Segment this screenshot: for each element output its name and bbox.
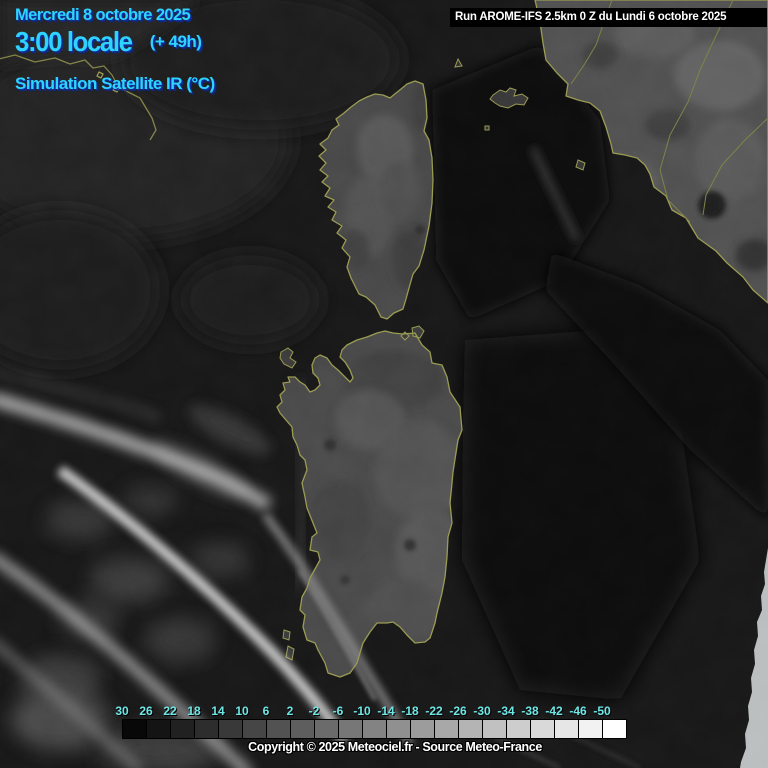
scale-tick-label: -30 xyxy=(473,704,491,718)
copyright-notice: Copyright © 2025 Meteociel.fr - Source M… xyxy=(248,740,542,754)
scale-color-cell xyxy=(195,720,219,738)
scale-color-cell xyxy=(387,720,411,738)
scale-tick-label: -42 xyxy=(545,704,563,718)
forecast-time-row: 3:00 locale (+ 49h) xyxy=(15,26,202,58)
scale-color-cell xyxy=(339,720,363,738)
scale-tick-label: -2 xyxy=(308,704,320,718)
scale-color-cell xyxy=(219,720,243,738)
scale-color-cell xyxy=(291,720,315,738)
scale-color-cell xyxy=(243,720,267,738)
scale-color-cell xyxy=(531,720,555,738)
scale-color-cell xyxy=(483,720,507,738)
forecast-offset: (+ 49h) xyxy=(149,32,202,51)
model-run-banner: Run AROME-IFS 2.5km 0 Z du Lundi 6 octob… xyxy=(450,8,767,27)
scale-color-cell xyxy=(579,720,603,738)
product-title: Simulation Satellite IR (°C) xyxy=(15,74,215,93)
forecast-time: 3:00 locale xyxy=(15,26,133,57)
scale-tick-label: -46 xyxy=(569,704,587,718)
scale-tick-label: -26 xyxy=(449,704,467,718)
scale-tick-label: -38 xyxy=(521,704,539,718)
scale-color-cell xyxy=(603,720,626,738)
scale-tick-label: -18 xyxy=(401,704,419,718)
scale-color-cell xyxy=(123,720,147,738)
scale-tick-label: -34 xyxy=(497,704,515,718)
scale-color-cell xyxy=(363,720,387,738)
scale-color-cell xyxy=(267,720,291,738)
scale-tick-label: 10 xyxy=(235,704,249,718)
scale-tick-label: 26 xyxy=(139,704,153,718)
scale-tick-label: -6 xyxy=(332,704,344,718)
temperature-scale-labels: 30 26 22 18 14 10 6 2 -2 -6 -10 -14 -18 -22 -26 -30 -34-… xyxy=(110,704,614,718)
scale-tick-label: 30 xyxy=(115,704,129,718)
scale-tick-label: -22 xyxy=(425,704,443,718)
scale-color-cell xyxy=(507,720,531,738)
scale-tick-label: -10 xyxy=(353,704,371,718)
scale-color-cell xyxy=(459,720,483,738)
scale-color-cell xyxy=(171,720,195,738)
scale-tick-label: 18 xyxy=(187,704,201,718)
scale-tick-label: 22 xyxy=(163,704,177,718)
scale-tick-label: 14 xyxy=(211,704,225,718)
scale-tick-label: -14 xyxy=(377,704,395,718)
scale-tick-label: 6 xyxy=(262,704,270,718)
scale-color-cell xyxy=(435,720,459,738)
forecast-date: Mercredi 8 octobre 2025 xyxy=(15,6,191,24)
scale-tick-label: 2 xyxy=(286,704,294,718)
temperature-scale-colorbar xyxy=(122,719,627,739)
scale-color-cell xyxy=(555,720,579,738)
scale-color-cell xyxy=(147,720,171,738)
scale-color-cell xyxy=(315,720,339,738)
scale-tick-label: -50 xyxy=(593,704,611,718)
scale-color-cell xyxy=(411,720,435,738)
